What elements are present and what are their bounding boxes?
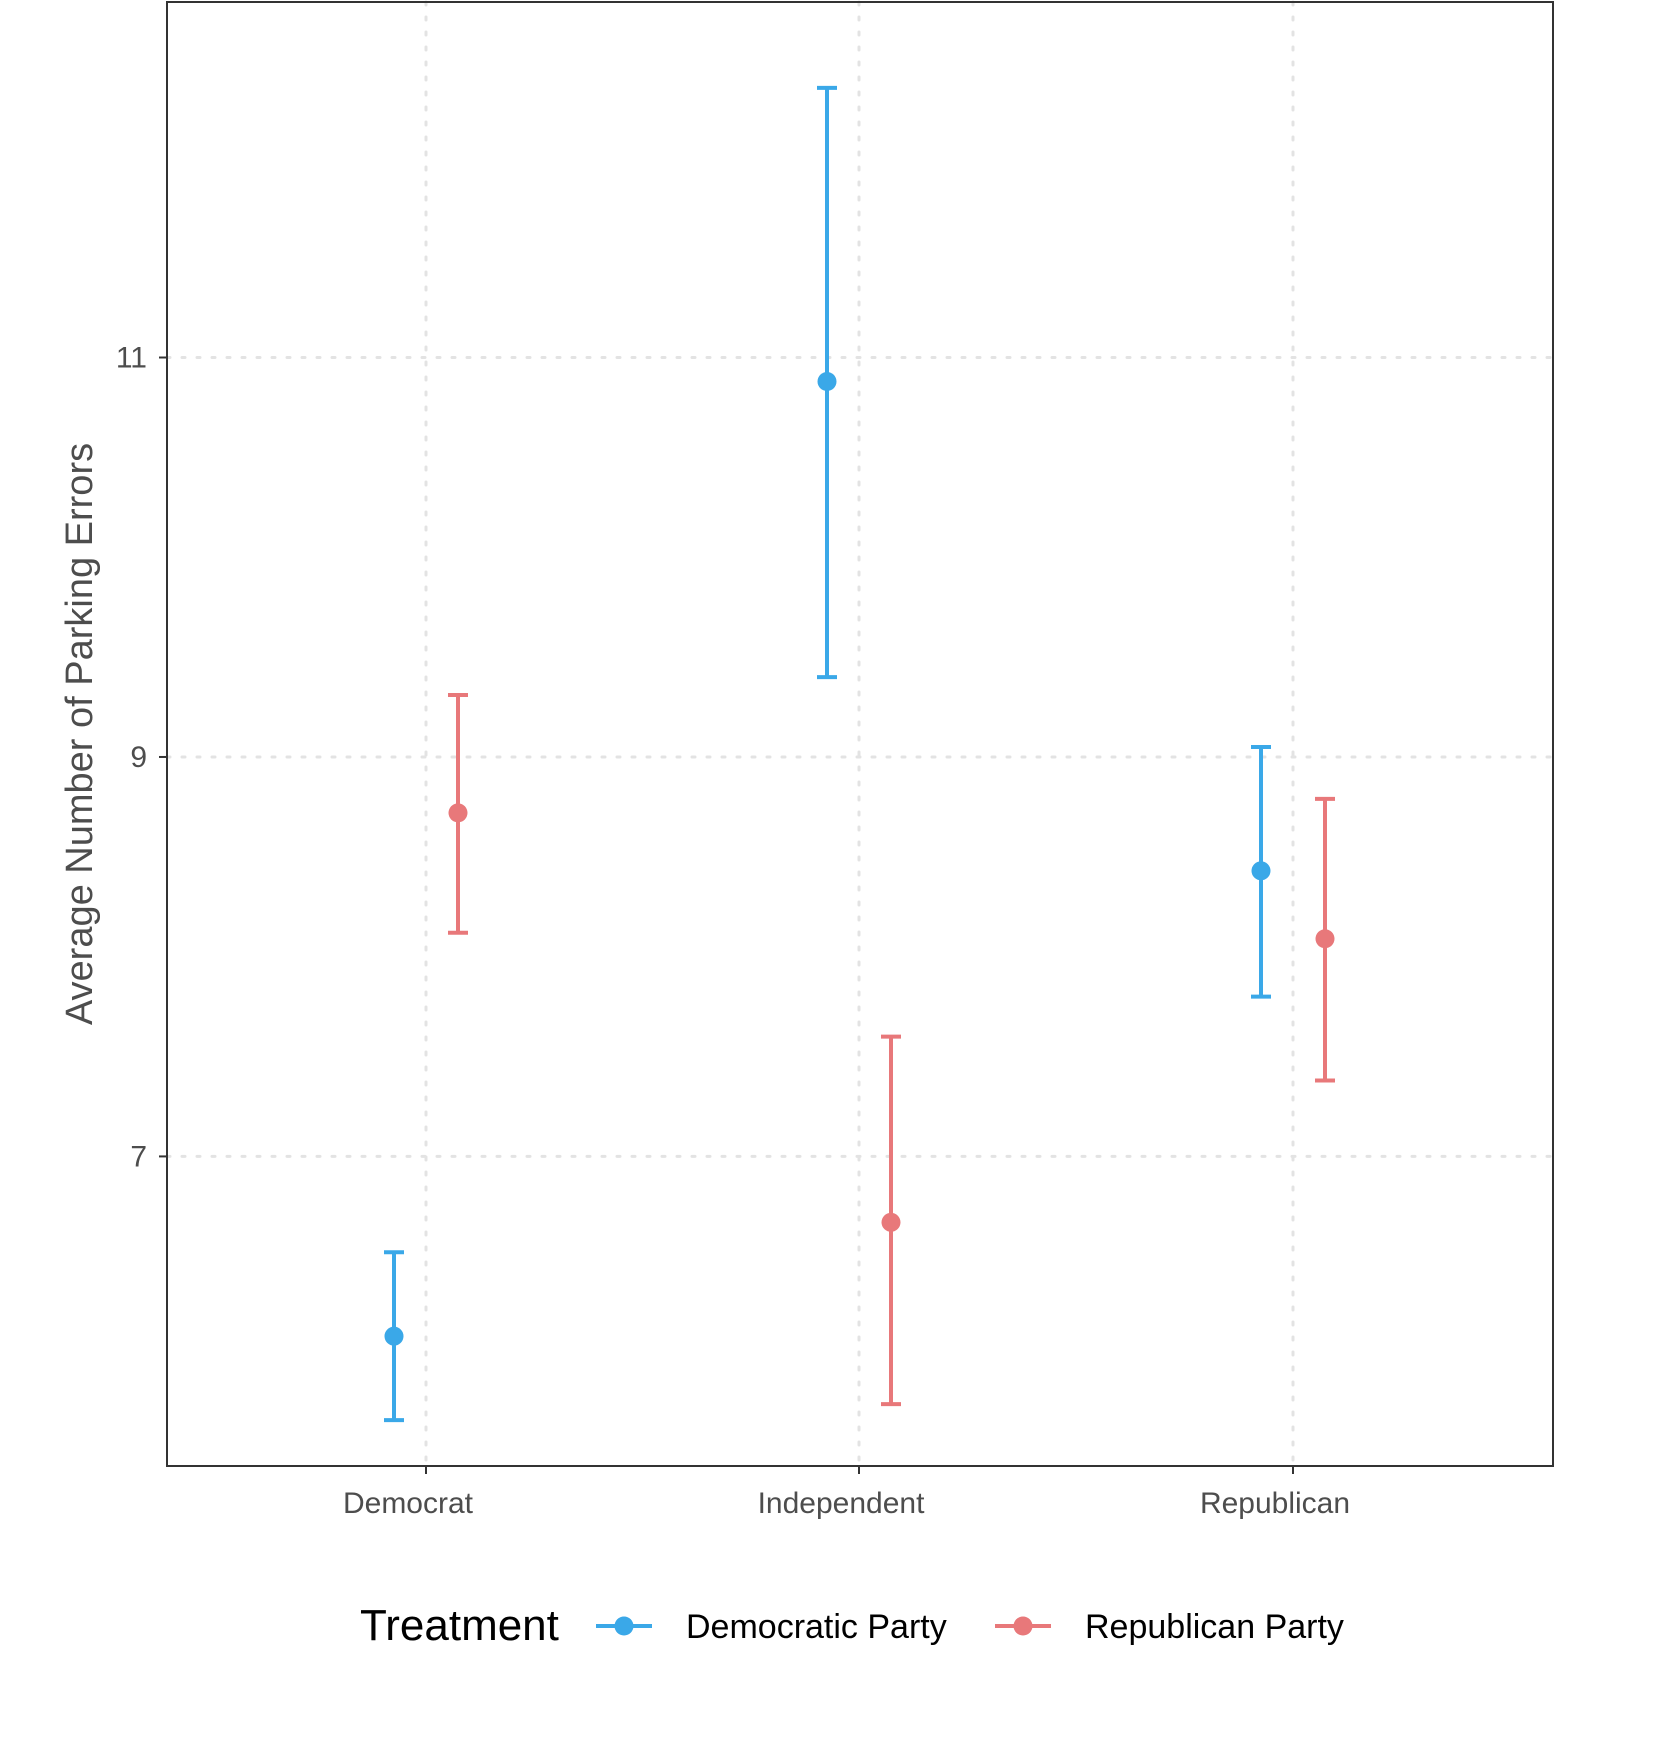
legend-label-republican-party: Republican Party <box>1085 1608 1344 1646</box>
legend-item-republican-party: Republican Party <box>995 1608 1344 1646</box>
point-democratic-party-republican <box>1251 861 1271 881</box>
point-democratic-party-independent <box>817 371 837 391</box>
point-republican-party-republican <box>1315 929 1335 949</box>
legend-title: Treatment <box>360 1601 559 1650</box>
point-democratic-party-democrat <box>384 1326 404 1346</box>
legend-key-point <box>614 1616 634 1636</box>
point-republican-party-democrat <box>448 803 468 823</box>
point-republican-party-independent <box>881 1212 901 1232</box>
legend-item-democratic-party: Democratic Party <box>596 1608 947 1646</box>
y-axis-title: Average Number of Parking Errors <box>59 443 101 1025</box>
legend: Treatment Democratic Party Republican Par… <box>360 1601 1344 1650</box>
ticks-layer: 7 9 11 Democrat Independent Republican <box>116 342 1350 1520</box>
grid-layer <box>165 0 1555 1468</box>
x-tick-label-independent: Independent <box>758 1487 925 1520</box>
y-tick-label-7: 7 <box>130 1140 147 1173</box>
legend-label-democratic-party: Democratic Party <box>686 1608 947 1646</box>
x-tick-label-republican: Republican <box>1200 1487 1350 1520</box>
y-tick-label-11: 11 <box>116 342 147 375</box>
y-tick-label-9: 9 <box>130 741 147 774</box>
legend-key-point <box>1013 1616 1033 1636</box>
marks-layer <box>384 85 1335 1423</box>
x-tick-label-democrat: Democrat <box>343 1487 474 1520</box>
legend-items: Democratic Party Republican Party <box>596 1608 1344 1646</box>
